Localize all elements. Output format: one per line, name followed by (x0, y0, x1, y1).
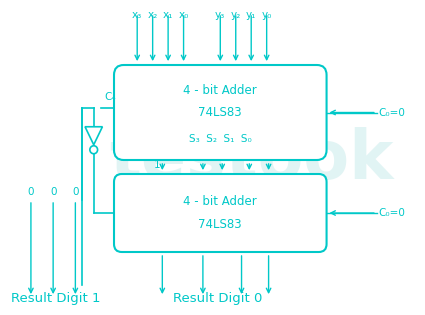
Text: 4 - bit Adder: 4 - bit Adder (184, 84, 257, 97)
Text: S₃  S₂  S₁  S₀: S₃ S₂ S₁ S₀ (189, 134, 252, 144)
Text: x₃: x₃ (132, 10, 142, 20)
Text: testook: testook (109, 127, 394, 193)
Text: 0: 0 (28, 187, 34, 197)
Text: C₀=0: C₀=0 (379, 208, 405, 218)
FancyBboxPatch shape (114, 174, 326, 252)
Text: y₀: y₀ (261, 10, 272, 20)
Text: Result Digit 0: Result Digit 0 (173, 292, 262, 305)
Text: y₁: y₁ (246, 10, 256, 20)
Text: y₂: y₂ (231, 10, 241, 20)
Text: x₂: x₂ (147, 10, 158, 20)
Text: 74LS83: 74LS83 (198, 106, 242, 119)
Text: 4 - bit Adder: 4 - bit Adder (184, 195, 257, 208)
Text: 74LS83: 74LS83 (198, 218, 242, 231)
Text: x₁: x₁ (163, 10, 173, 20)
Text: 1: 1 (154, 160, 161, 170)
Text: 0: 0 (72, 187, 79, 197)
Text: Result Digit 1: Result Digit 1 (11, 292, 101, 305)
Text: 0: 0 (50, 187, 57, 197)
Text: x₀: x₀ (178, 10, 189, 20)
FancyBboxPatch shape (114, 65, 326, 160)
Polygon shape (85, 127, 102, 145)
Text: y₃: y₃ (215, 10, 225, 20)
Text: C₀=0: C₀=0 (379, 107, 405, 117)
Text: C₄: C₄ (105, 92, 116, 102)
